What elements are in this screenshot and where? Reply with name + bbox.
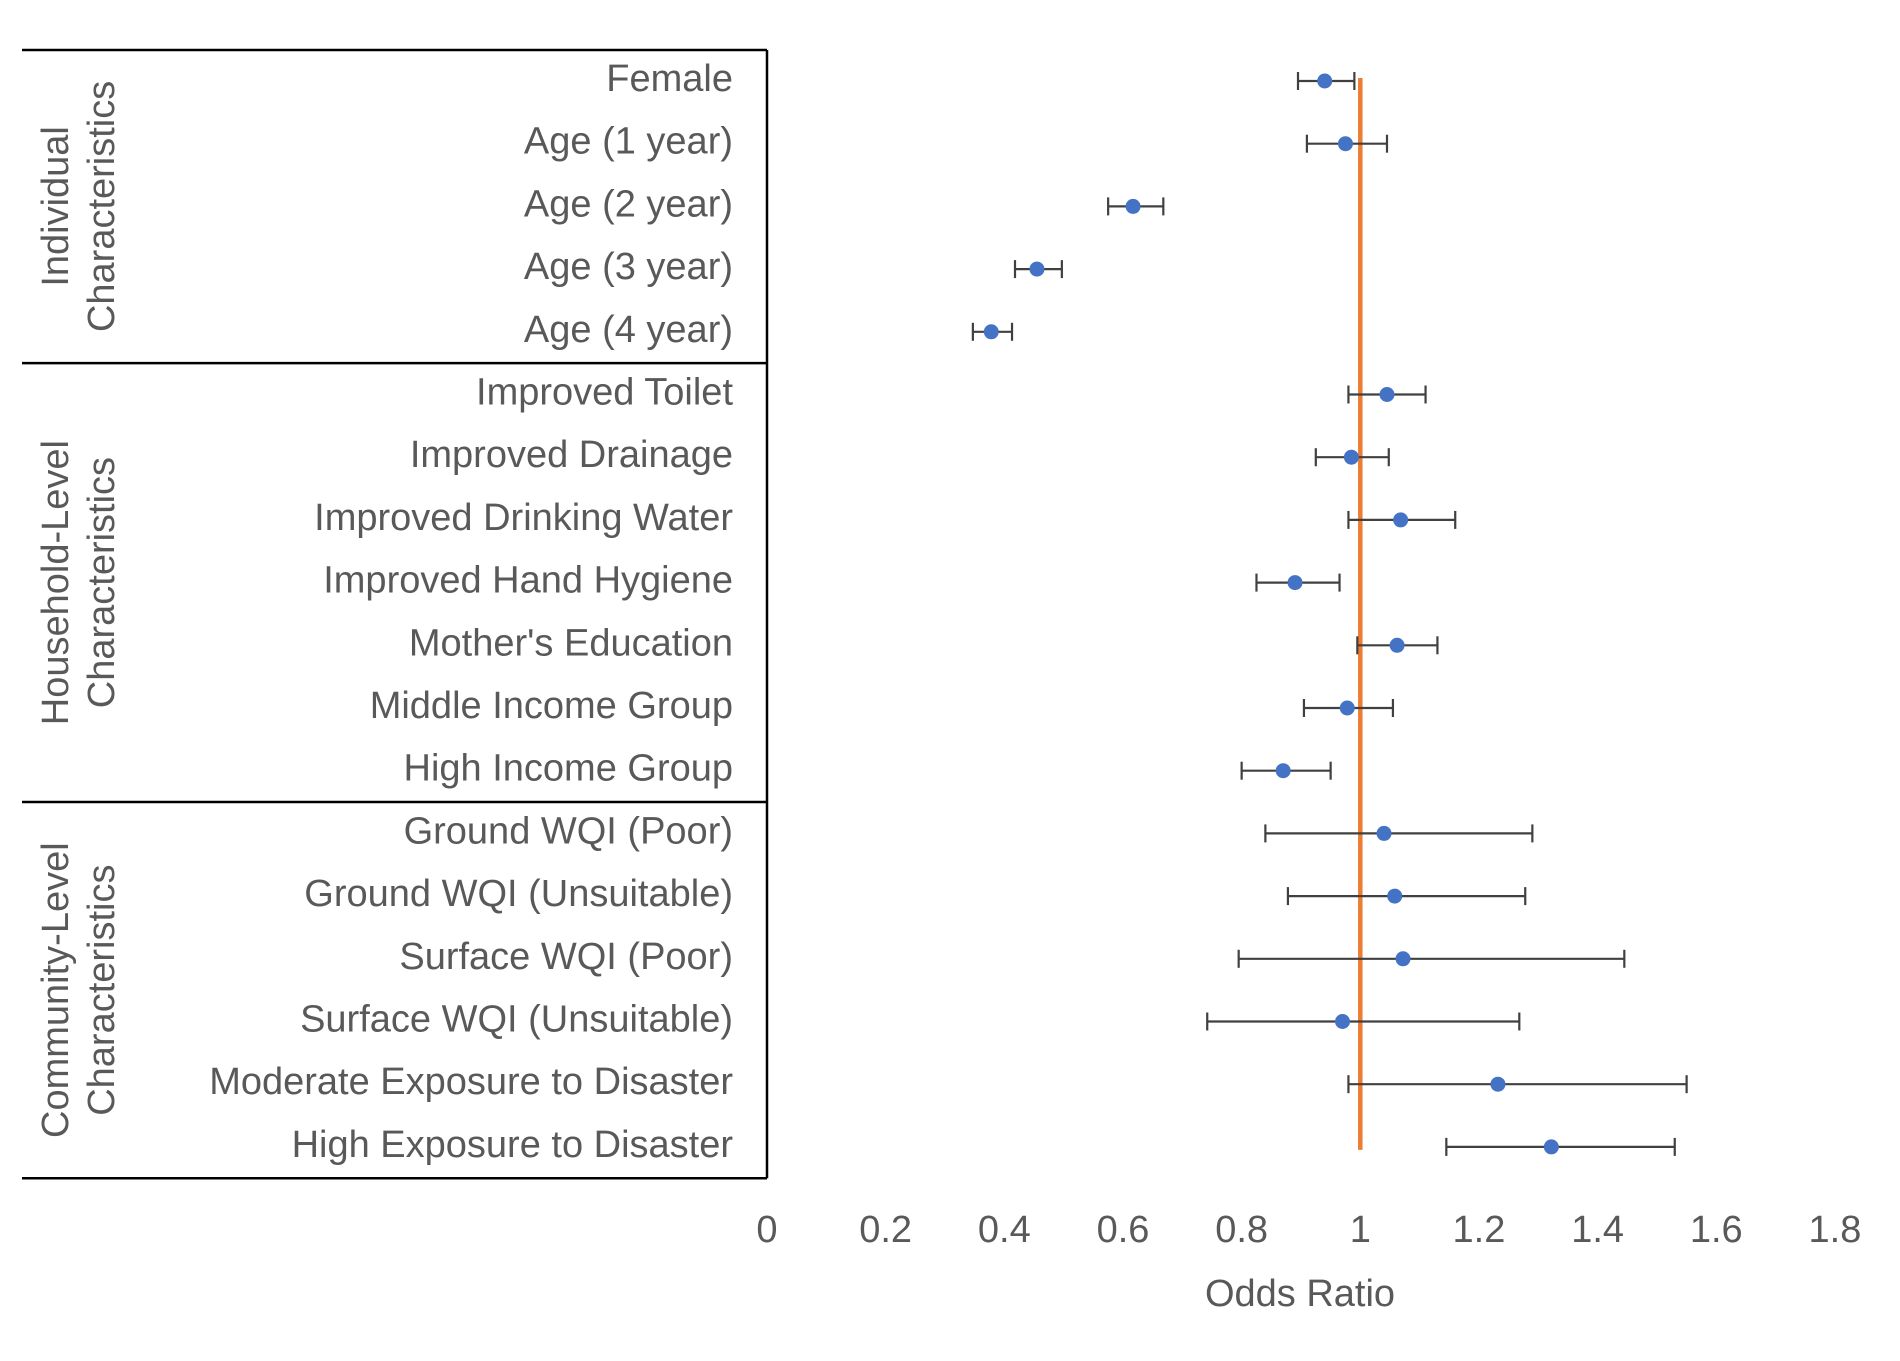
odds-ratio-point [983,324,999,340]
row-label: Surface WQI (Poor) [399,936,733,978]
row-label: Ground WQI (Poor) [404,810,733,852]
odds-ratio-point [1125,198,1141,214]
row-label: Age (3 year) [524,246,733,288]
group-label-line1: Community-Level [35,842,77,1138]
odds-ratio-point [1395,951,1411,967]
x-tick-label: 1 [1350,1209,1371,1251]
group-label-line1: Individual [35,126,77,287]
x-tick-label: 0.2 [859,1209,912,1251]
odds-ratio-point [1490,1076,1506,1092]
row-label: High Exposure to Disaster [292,1124,734,1166]
row-label: Age (2 year) [524,183,733,225]
error-bar-layer [971,72,1688,1156]
row-label: Moderate Exposure to Disaster [209,1061,733,1103]
x-tick-label: 0 [756,1209,777,1251]
x-axis: 0 0.2 0.4 0.6 0.8 1 1.2 1.4 1.6 1.8 [756,1209,1861,1251]
odds-ratio-point [1317,73,1333,89]
odds-ratio-point [1387,888,1403,904]
odds-ratio-point [1389,637,1405,653]
odds-ratio-point [1393,512,1409,528]
x-tick-label: 0.4 [978,1209,1031,1251]
odds-ratio-point [1379,387,1395,402]
x-tick-label: 0.6 [1097,1209,1150,1251]
odds-ratio-point [1337,136,1353,152]
row-label: Age (4 year) [524,309,733,351]
odds-ratio-point [1376,825,1392,841]
row-label: Improved Drinking Water [314,497,733,539]
row-label: Mother's Education [409,622,733,664]
row-label: Surface WQI (Unsuitable) [300,999,733,1041]
x-tick-label: 1.8 [1809,1209,1862,1251]
row-label: Improved Drainage [410,434,733,476]
x-tick-label: 0.8 [1215,1209,1268,1251]
row-label: High Income Group [404,748,734,790]
group-label-line2: Characteristics [81,81,123,332]
x-tick-label: 1.2 [1453,1209,1506,1251]
group-label-line2: Characteristics [81,865,123,1116]
x-tick-label: 1.6 [1690,1209,1743,1251]
point-layer [983,73,1559,1155]
odds-ratio-point [1029,261,1045,277]
group-label-line2: Characteristics [81,457,123,708]
label-table: Individual CharacteristicsHousehold-Level… [22,48,769,1180]
odds-ratio-point [1543,1139,1559,1155]
x-tick-label: 1.4 [1571,1209,1624,1251]
row-label: Improved Hand Hygiene [323,560,733,602]
row-label: Improved Toilet [476,372,733,414]
odds-ratio-point [1339,700,1355,716]
odds-ratio-point [1343,449,1359,465]
odds-ratio-point [1335,1014,1351,1029]
row-label: Middle Income Group [370,685,733,727]
row-label: Female [606,58,733,100]
odds-ratio-point [1275,763,1291,779]
odds-ratio-point [1287,575,1303,591]
x-axis-title: Odds Ratio [1205,1273,1395,1315]
row-label: Ground WQI (Unsuitable) [304,873,733,915]
group-label-line1: Household-Level [35,440,77,725]
row-label: Age (1 year) [524,121,733,163]
